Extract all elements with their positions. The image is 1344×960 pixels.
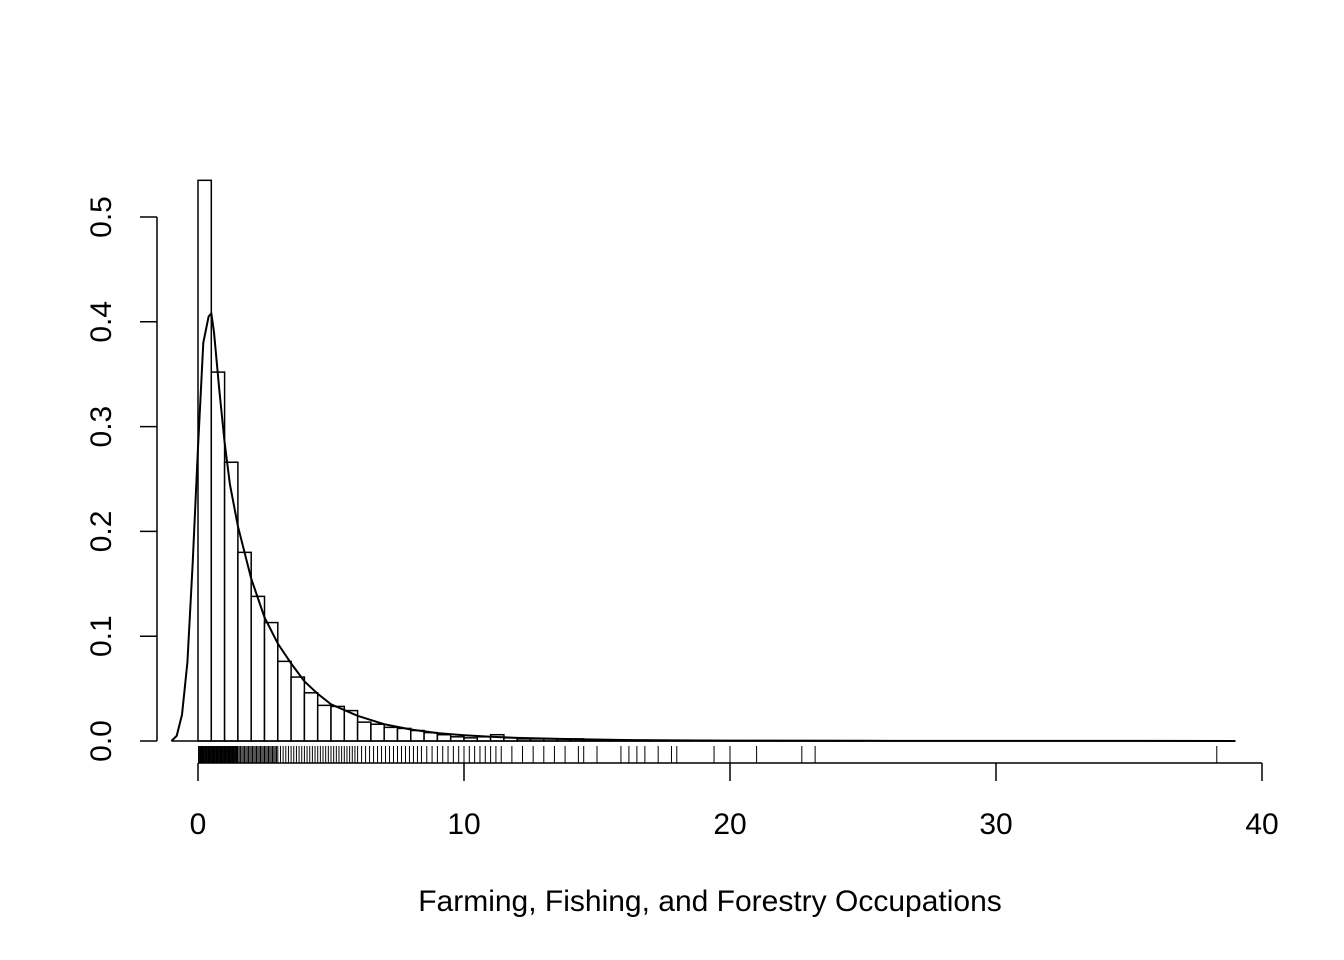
histogram-bar [316, 704, 332, 742]
x-tick-label: 0 [190, 808, 207, 841]
x-tick-label: 10 [447, 808, 480, 841]
histogram-bar [410, 729, 425, 742]
x-axis-label: Farming, Fishing, and Forestry Occupatio… [418, 885, 1002, 918]
histogram-bars [197, 179, 864, 742]
x-tick-label: 30 [979, 808, 1012, 841]
histogram-bar [197, 179, 213, 742]
histogram-bar [383, 726, 399, 742]
histogram-bar [396, 727, 412, 742]
y-tick-label: 0.2 [85, 511, 118, 553]
histogram-bar [423, 731, 439, 742]
x-tick-label: 40 [1245, 808, 1278, 841]
y-tick-label: 0.5 [85, 196, 118, 238]
y-axis: 0.0 0.1 0.2 0.3 0.4 0.5 [85, 196, 158, 762]
histogram-bar [356, 721, 372, 742]
histogram-bar [290, 676, 306, 742]
histogram-bar [330, 705, 346, 742]
histogram-bar [223, 461, 239, 742]
histogram-bar [277, 660, 292, 742]
histogram-bar [436, 733, 452, 742]
y-tick-label: 0.1 [85, 615, 118, 657]
histogram-bar [370, 723, 385, 742]
y-tick-label: 0.0 [85, 720, 118, 762]
density-curve [170, 311, 1236, 742]
histogram-bar [250, 595, 266, 742]
x-tick-label: 20 [713, 808, 746, 841]
x-axis: 0 10 20 30 40 [190, 762, 1279, 841]
rug-marks [198, 746, 1218, 763]
y-tick-label: 0.4 [85, 301, 118, 343]
histogram-bar [303, 692, 319, 742]
histogram-bar [237, 551, 252, 742]
y-tick-label: 0.3 [85, 406, 118, 448]
